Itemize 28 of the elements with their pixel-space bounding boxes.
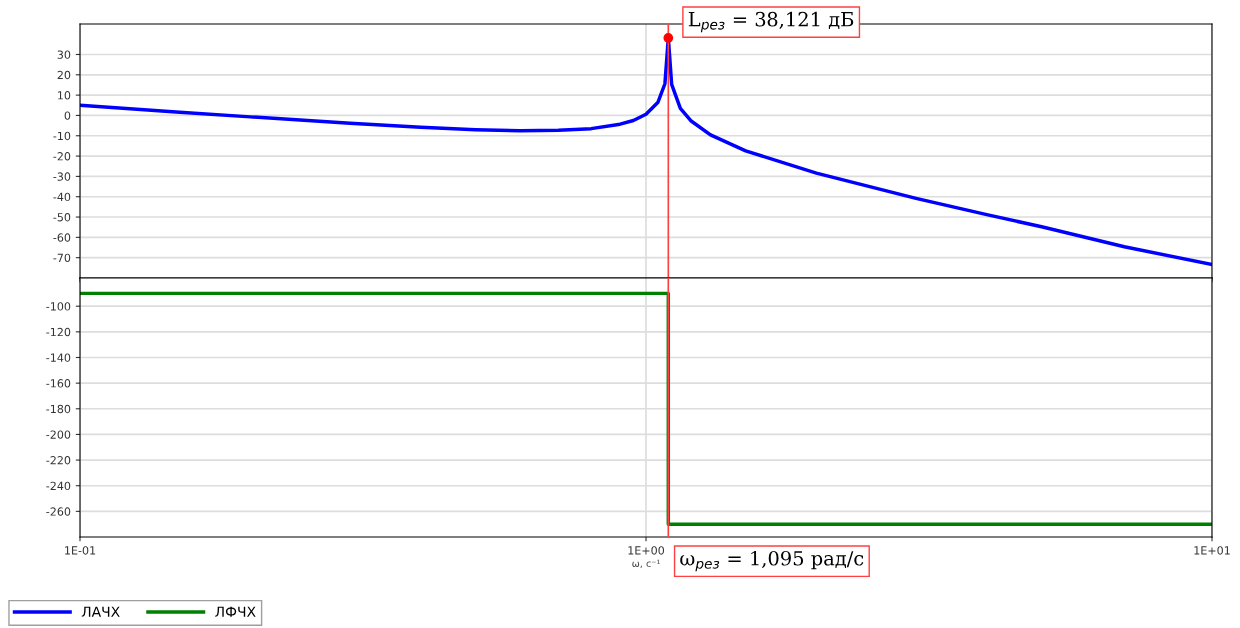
y-tick-label: -30 (53, 172, 71, 181)
y-tick-label: 30 (57, 50, 71, 59)
text: ω$_{рез}$ = 1,095 рад/с (680, 550, 864, 572)
x-tick-label: 1E-01 (65, 546, 96, 555)
y-tick-label: -50 (53, 213, 71, 222)
y-tick-label: -220 (46, 456, 71, 465)
y-tick-label: -40 (53, 192, 71, 202)
y-tick-label: -160 (46, 379, 71, 388)
y-tick-label: -10 (53, 131, 71, 141)
y-tick-label: -120 (46, 327, 71, 337)
y-tick-label: -260 (46, 507, 71, 516)
x-tick-label: 1E+01 (1194, 546, 1230, 555)
y-tick-label: 0 (64, 111, 71, 120)
legend-label: ЛАЧХ (81, 606, 120, 617)
y-tick-label: -20 (53, 152, 71, 161)
annotation: L$_{рез}$ = 38,121 дБ (688, 11, 854, 33)
y-tick-label: 10 (58, 91, 71, 100)
x-axis-title: ω, c⁻¹ (632, 559, 660, 569)
y-tick-label: -60 (53, 233, 71, 242)
y-tick-label: -200 (46, 430, 71, 439)
y-tick-label: 20 (57, 70, 71, 80)
y-tick-label: -180 (46, 404, 71, 414)
y-tick-label: -70 (53, 253, 71, 263)
y-tick-label: -100 (46, 302, 71, 311)
legend-label: ЛФЧХ (215, 606, 256, 617)
y-tick-label: -140 (46, 353, 71, 362)
y-tick-label: -240 (46, 481, 71, 491)
x-tick-label: 1E+00 (628, 546, 665, 555)
